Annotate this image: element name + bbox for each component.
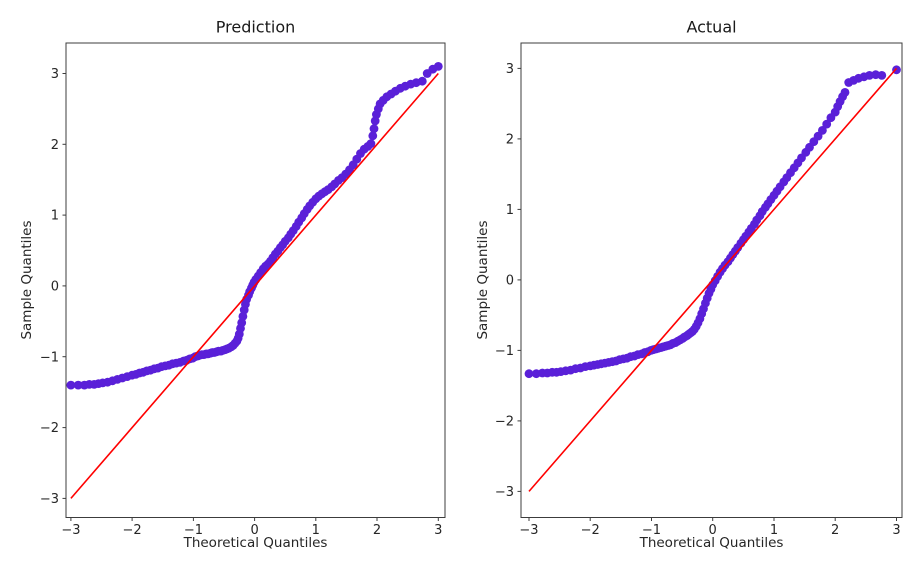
x-tick-label: −1: [184, 523, 203, 538]
y-tick-label: 2: [506, 132, 514, 147]
x-tick-label: 0: [709, 523, 717, 538]
y-tick-label: 3: [51, 67, 59, 82]
x-tick-label: 0: [250, 523, 258, 538]
right-xaxis-label: Theoretical Quantiles: [639, 535, 784, 551]
x-tick-label: −2: [123, 523, 142, 538]
data-point: [66, 380, 76, 390]
data-point: [818, 125, 827, 135]
plot-frame: [65, 42, 446, 518]
x-tick-label: 3: [892, 523, 900, 538]
y-tick-label: −2: [40, 421, 59, 436]
y-tick-label: −2: [495, 414, 514, 429]
data-point: [417, 76, 427, 86]
left-xaxis-label: Theoretical Quantiles: [183, 535, 328, 551]
left-yaxis-label: Sample Quantiles: [19, 220, 35, 340]
data-point: [822, 119, 832, 129]
y-tick-label: −3: [40, 492, 59, 507]
y-tick-label: −1: [495, 344, 514, 359]
data-point: [433, 62, 443, 71]
x-tick-label: −2: [581, 523, 600, 538]
y-tick-label: 3: [506, 62, 514, 77]
x-tick-label: 3: [434, 523, 442, 538]
x-tick-label: 2: [831, 523, 839, 538]
y-tick-label: 1: [506, 203, 514, 218]
x-tick-label: 1: [312, 523, 320, 538]
y-tick-label: −3: [495, 485, 514, 500]
data-point: [368, 131, 378, 141]
x-tick-label: −3: [519, 523, 538, 538]
data-point: [524, 369, 534, 379]
y-tick-label: 2: [51, 138, 59, 153]
right-yaxis-label: Sample Quantiles: [475, 220, 491, 340]
data-point: [369, 124, 379, 134]
y-tick-label: 0: [51, 279, 59, 294]
x-tick-label: 2: [373, 523, 381, 538]
left-plot-title: Prediction: [215, 17, 296, 37]
right-plot-title: Actual: [686, 17, 737, 37]
data-point: [840, 88, 850, 97]
data-point: [73, 380, 83, 390]
x-tick-label: −1: [642, 523, 661, 538]
y-tick-label: 1: [51, 209, 59, 224]
reference-line: [528, 67, 898, 492]
reference-line: [70, 72, 439, 499]
data-point: [877, 71, 887, 80]
data-point: [366, 139, 376, 149]
y-tick-label: 0: [506, 273, 514, 288]
x-tick-label: −3: [61, 523, 80, 538]
y-tick-label: −1: [40, 350, 59, 365]
x-tick-label: 1: [770, 523, 778, 538]
